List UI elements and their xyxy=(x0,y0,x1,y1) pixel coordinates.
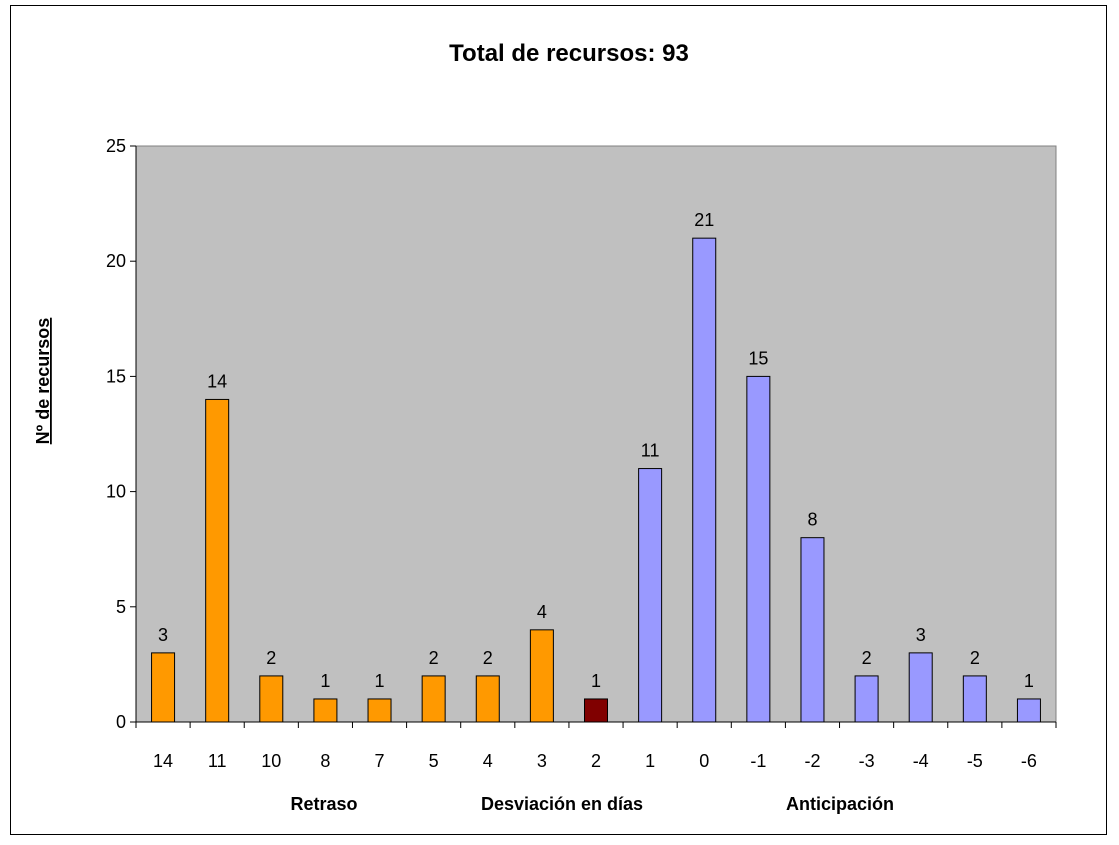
y-tick-label: 0 xyxy=(116,712,126,732)
y-axis: 0 5 10 15 20 25 xyxy=(106,136,137,732)
x-axis: 14 11 10 8 7 5 4 3 2 1 0 -1 -2 -3 -4 -5 -6 xyxy=(135,721,1057,771)
data-label: 3 xyxy=(158,625,168,645)
bar--2 xyxy=(800,537,825,723)
x-tick-label: -4 xyxy=(913,751,929,771)
data-label: 15 xyxy=(748,348,768,368)
x-tick-label: 5 xyxy=(429,751,439,771)
x-axis-left-label: Retraso xyxy=(290,794,357,814)
y-tick-label: 15 xyxy=(106,366,126,386)
bar-2 xyxy=(584,698,608,723)
x-tick-label: -3 xyxy=(859,751,875,771)
data-label: 2 xyxy=(266,648,276,668)
data-label: 8 xyxy=(807,510,817,530)
y-tick-label: 20 xyxy=(106,251,126,271)
bar--4 xyxy=(908,652,933,723)
y-tick-label: 25 xyxy=(106,136,126,156)
bar--6 xyxy=(1016,698,1041,723)
y-tick-label: 5 xyxy=(116,597,126,617)
x-tick-label: 10 xyxy=(261,751,281,771)
x-tick-label: -5 xyxy=(967,751,983,771)
x-tick-label: 11 xyxy=(208,751,227,771)
data-label: 2 xyxy=(429,648,439,668)
data-label: 1 xyxy=(1024,671,1034,691)
data-label: 1 xyxy=(375,671,385,691)
bar--5 xyxy=(962,675,987,723)
bar-0 xyxy=(692,237,717,723)
y-tick-label: 10 xyxy=(106,482,126,502)
x-axis-title: Desviación en días xyxy=(481,794,643,814)
x-tick-label: 2 xyxy=(591,751,601,771)
data-label: 2 xyxy=(970,648,980,668)
data-label: 1 xyxy=(591,671,601,691)
x-tick-label: 3 xyxy=(537,751,547,771)
x-tick-label: 4 xyxy=(483,751,493,771)
bar-3 xyxy=(529,629,554,723)
x-tick-label: -1 xyxy=(750,751,766,771)
data-label: 2 xyxy=(862,648,872,668)
x-axis-right-label: Anticipación xyxy=(786,794,894,814)
bar-11 xyxy=(205,398,230,723)
data-label: 2 xyxy=(483,648,493,668)
x-tick-label: -6 xyxy=(1021,751,1037,771)
x-tick-label: 8 xyxy=(320,751,330,771)
bar-10 xyxy=(259,675,284,723)
data-label: 3 xyxy=(916,625,926,645)
data-label: 14 xyxy=(207,371,227,391)
x-tick-label: 1 xyxy=(645,751,655,771)
bar-5 xyxy=(421,675,446,723)
data-label: 1 xyxy=(320,671,330,691)
bar--3 xyxy=(854,675,879,723)
data-label: 4 xyxy=(537,602,547,622)
plot-area xyxy=(135,145,1057,723)
y-axis-title: Nº de recursos xyxy=(33,318,53,445)
chart-container: Total de recursos: 93 0 5 10 15 20 25 14 11 10 8… xyxy=(10,5,1107,835)
bar-4 xyxy=(475,675,500,723)
bar-7 xyxy=(367,698,392,723)
bar-series xyxy=(151,237,1041,723)
bar--1 xyxy=(746,375,771,723)
x-tick-label: -2 xyxy=(804,751,820,771)
x-tick-label: 0 xyxy=(699,751,709,771)
x-tick-label: 14 xyxy=(153,751,173,771)
x-tick-label: 7 xyxy=(375,751,385,771)
chart-title: Total de recursos: 93 xyxy=(449,40,689,67)
bar-14 xyxy=(151,652,176,723)
bar-8 xyxy=(313,698,338,723)
data-label: 11 xyxy=(641,441,660,461)
bar-1 xyxy=(638,468,663,723)
data-label: 21 xyxy=(694,210,714,230)
